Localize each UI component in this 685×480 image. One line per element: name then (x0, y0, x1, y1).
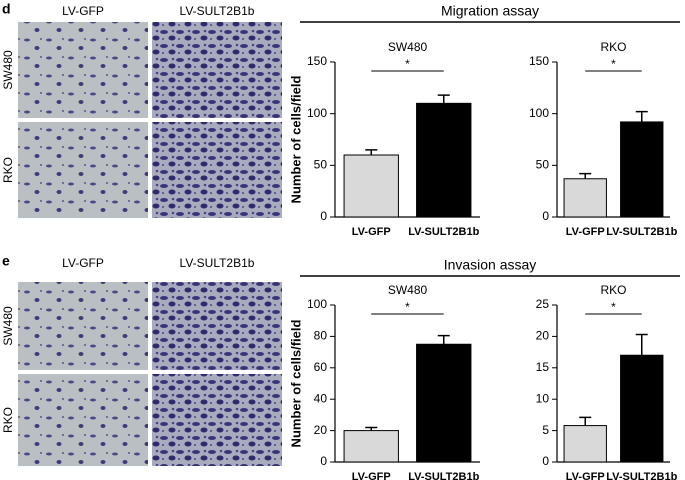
chart-title: RKO (600, 40, 626, 54)
y-tick-label: 100 (307, 297, 327, 311)
x-tick-label: LV-GFP (352, 226, 391, 238)
error-bar (365, 426, 378, 431)
error-bar (579, 416, 592, 426)
micrograph (18, 122, 148, 218)
y-tick-label: 0 (542, 209, 549, 223)
y-tick-label: 0 (320, 454, 327, 468)
y-tick-label: 5 (542, 423, 549, 437)
y-tick-label: 50 (314, 158, 328, 172)
x-tick-label: LV-SULT2B1b (606, 471, 677, 480)
bar (343, 430, 399, 463)
bar (416, 343, 472, 463)
micrograph (18, 282, 148, 370)
y-tick-label: 20 (314, 423, 328, 437)
row-label: RKO (1, 157, 15, 183)
column-label: LV-SULT2B1b (180, 256, 255, 270)
y-tick-label: 25 (536, 297, 550, 311)
section-title: Invasion assay (444, 257, 537, 273)
micrograph (152, 374, 282, 466)
micrograph (152, 122, 282, 218)
y-tick-label: 100 (529, 106, 549, 120)
x-tick-label: LV-GFP (352, 471, 391, 480)
error-bar (437, 334, 450, 345)
y-tick-label: 60 (314, 360, 328, 374)
x-tick-label: LV-SULT2B1b (408, 471, 479, 480)
error-bar (635, 110, 648, 122)
y-tick-label: 100 (307, 106, 327, 120)
bar (563, 425, 607, 463)
row-label: RKO (1, 407, 15, 433)
significance-mark: * (405, 300, 410, 314)
micrograph (18, 22, 148, 118)
y-tick-label: 10 (536, 391, 550, 405)
error-bar (635, 333, 648, 356)
row-label: SW480 (1, 50, 15, 90)
error-bar (365, 149, 378, 155)
x-tick-label: LV-GFP (566, 471, 605, 480)
error-bar (579, 172, 592, 179)
y-tick-label: 50 (536, 158, 550, 172)
y-tick-label: 0 (320, 209, 327, 223)
significance-mark: * (611, 300, 616, 314)
y-axis-label: Number of cells/field (288, 320, 303, 448)
panel-label: e (2, 253, 10, 269)
row-label: SW480 (1, 306, 15, 346)
y-tick-label: 40 (314, 391, 328, 405)
y-tick-label: 150 (529, 54, 549, 68)
panel-label: d (2, 1, 11, 17)
x-tick-label: LV-SULT2B1b (408, 226, 479, 238)
bar (343, 154, 399, 218)
micrograph (152, 282, 282, 370)
y-tick-label: 20 (536, 329, 550, 343)
section-title: Migration assay (441, 3, 539, 19)
chart-title: SW480 (388, 283, 428, 297)
chart-title: RKO (600, 283, 626, 297)
y-axis-label: Number of cells/field (288, 76, 303, 204)
bar (416, 102, 472, 218)
significance-mark: * (611, 57, 616, 71)
bar (563, 178, 607, 218)
y-tick-label: 0 (542, 454, 549, 468)
column-label: LV-GFP (62, 4, 104, 18)
x-tick-label: LV-GFP (566, 226, 605, 238)
y-tick-label: 15 (536, 360, 550, 374)
micrographs (18, 22, 282, 466)
micrograph (152, 22, 282, 118)
x-tick-label: LV-SULT2B1b (606, 226, 677, 238)
error-bar (437, 94, 450, 104)
micrograph (18, 374, 148, 466)
significance-mark: * (405, 57, 410, 71)
column-label: LV-SULT2B1b (180, 4, 255, 18)
chart-title: SW480 (388, 40, 428, 54)
bar (620, 121, 664, 218)
bar (620, 354, 664, 463)
y-tick-label: 150 (307, 54, 327, 68)
y-tick-label: 80 (314, 329, 328, 343)
column-label: LV-GFP (62, 256, 104, 270)
